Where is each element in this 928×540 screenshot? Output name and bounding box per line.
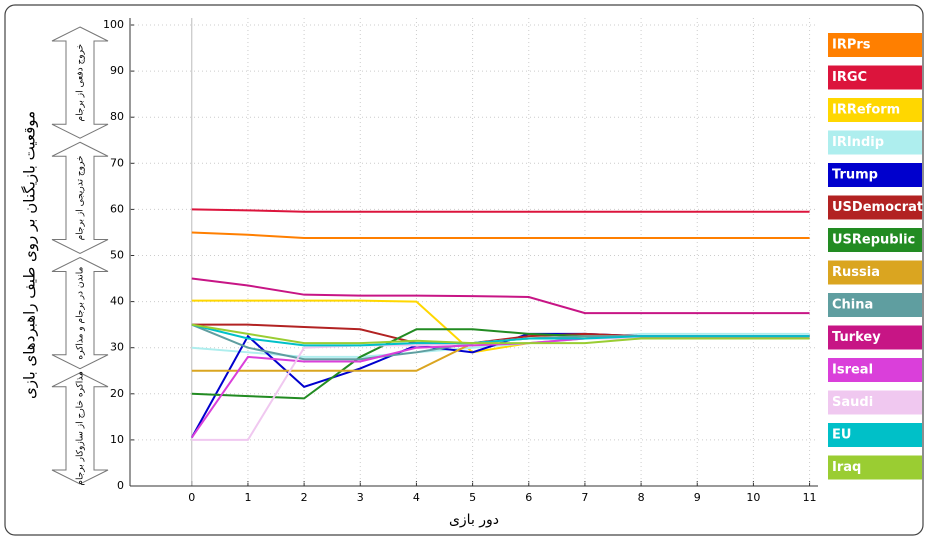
x-tick-label: 1: [244, 491, 251, 504]
x-tick-label: 8: [638, 491, 645, 504]
series-line: [191, 323, 810, 345]
x-tick-label: 11: [803, 491, 817, 504]
legend-swatch: [828, 228, 922, 252]
y-tick-label: 10: [110, 433, 124, 446]
legend-swatch: [828, 455, 922, 480]
x-tick-label: 4: [413, 491, 420, 504]
legend-label: IRPrs: [832, 38, 871, 53]
band-label: خروج تدریجی از برجام: [76, 155, 86, 240]
legend-swatch: [828, 423, 922, 447]
band-label: خروج دفعی از برجام: [76, 44, 86, 122]
y-tick-label: 100: [103, 18, 124, 31]
x-tick-label: 10: [746, 491, 760, 504]
x-tick-label: 9: [694, 491, 701, 504]
x-tick-label: 2: [301, 491, 308, 504]
legend-label: China: [832, 298, 873, 313]
legend-label: Russia: [832, 265, 880, 280]
plot-area: [130, 18, 818, 486]
legend-label: USDemocrat: [832, 200, 923, 215]
y-tick-label: 90: [110, 64, 124, 77]
legend-swatch: [828, 293, 922, 317]
band-arrow: [51, 26, 109, 139]
x-axis-label: دور بازی: [449, 512, 499, 528]
y-tick-label: 0: [117, 479, 124, 492]
legend-swatch: [828, 130, 922, 155]
y-tick-label: 50: [110, 249, 124, 262]
x-tick-label: 3: [357, 491, 364, 504]
y-tick-label: 60: [110, 202, 124, 215]
legend-label: Saudi: [832, 395, 873, 410]
legend-label: USRepublic: [832, 233, 915, 248]
legend-label: IRIndip: [832, 135, 884, 150]
legend-swatch: [828, 195, 922, 220]
band-arrow: [51, 372, 109, 485]
legend-label: Trump: [832, 168, 878, 183]
legend-swatch: [828, 358, 922, 382]
series-line: [191, 231, 810, 239]
legend-swatch: [828, 98, 922, 122]
legend-swatch: [828, 325, 922, 350]
x-tick-label: 6: [525, 491, 532, 504]
legend-label: Isreal: [832, 363, 873, 378]
y-axis-label: موقعیت بازیگنان بر روی طیف راهبردهای باز…: [21, 111, 39, 399]
legend-label: EU: [832, 428, 851, 443]
series-line: [191, 323, 810, 347]
series-line: [191, 277, 810, 315]
y-tick-label: 80: [110, 110, 124, 123]
legend-swatch: [828, 390, 922, 415]
x-tick-label: 5: [469, 491, 476, 504]
band-arrow: [51, 256, 109, 370]
x-tick-label: 7: [581, 491, 588, 504]
series-line: [191, 332, 810, 358]
legend-swatch: [828, 260, 922, 285]
legend-label: Turkey: [832, 330, 881, 345]
x-tick-label: 0: [188, 491, 195, 504]
legend-label: Iraq: [832, 460, 861, 475]
y-tick-label: 70: [110, 156, 124, 169]
band-label: مذاکره خارج از سازوکار برجام: [76, 371, 86, 486]
band-label: ماندن در برجام و مذاکره: [76, 266, 86, 359]
band-arrow: [51, 141, 109, 255]
legend-swatch: [828, 33, 922, 57]
legend-label: IRReform: [832, 103, 900, 118]
legend-label: IRGC: [832, 70, 867, 85]
y-tick-label: 30: [110, 341, 124, 354]
legend-swatch: [828, 163, 922, 187]
y-tick-label: 20: [110, 387, 124, 400]
y-tick-label: 40: [110, 295, 124, 308]
legend-swatch: [828, 65, 922, 90]
series-line: [191, 208, 810, 213]
